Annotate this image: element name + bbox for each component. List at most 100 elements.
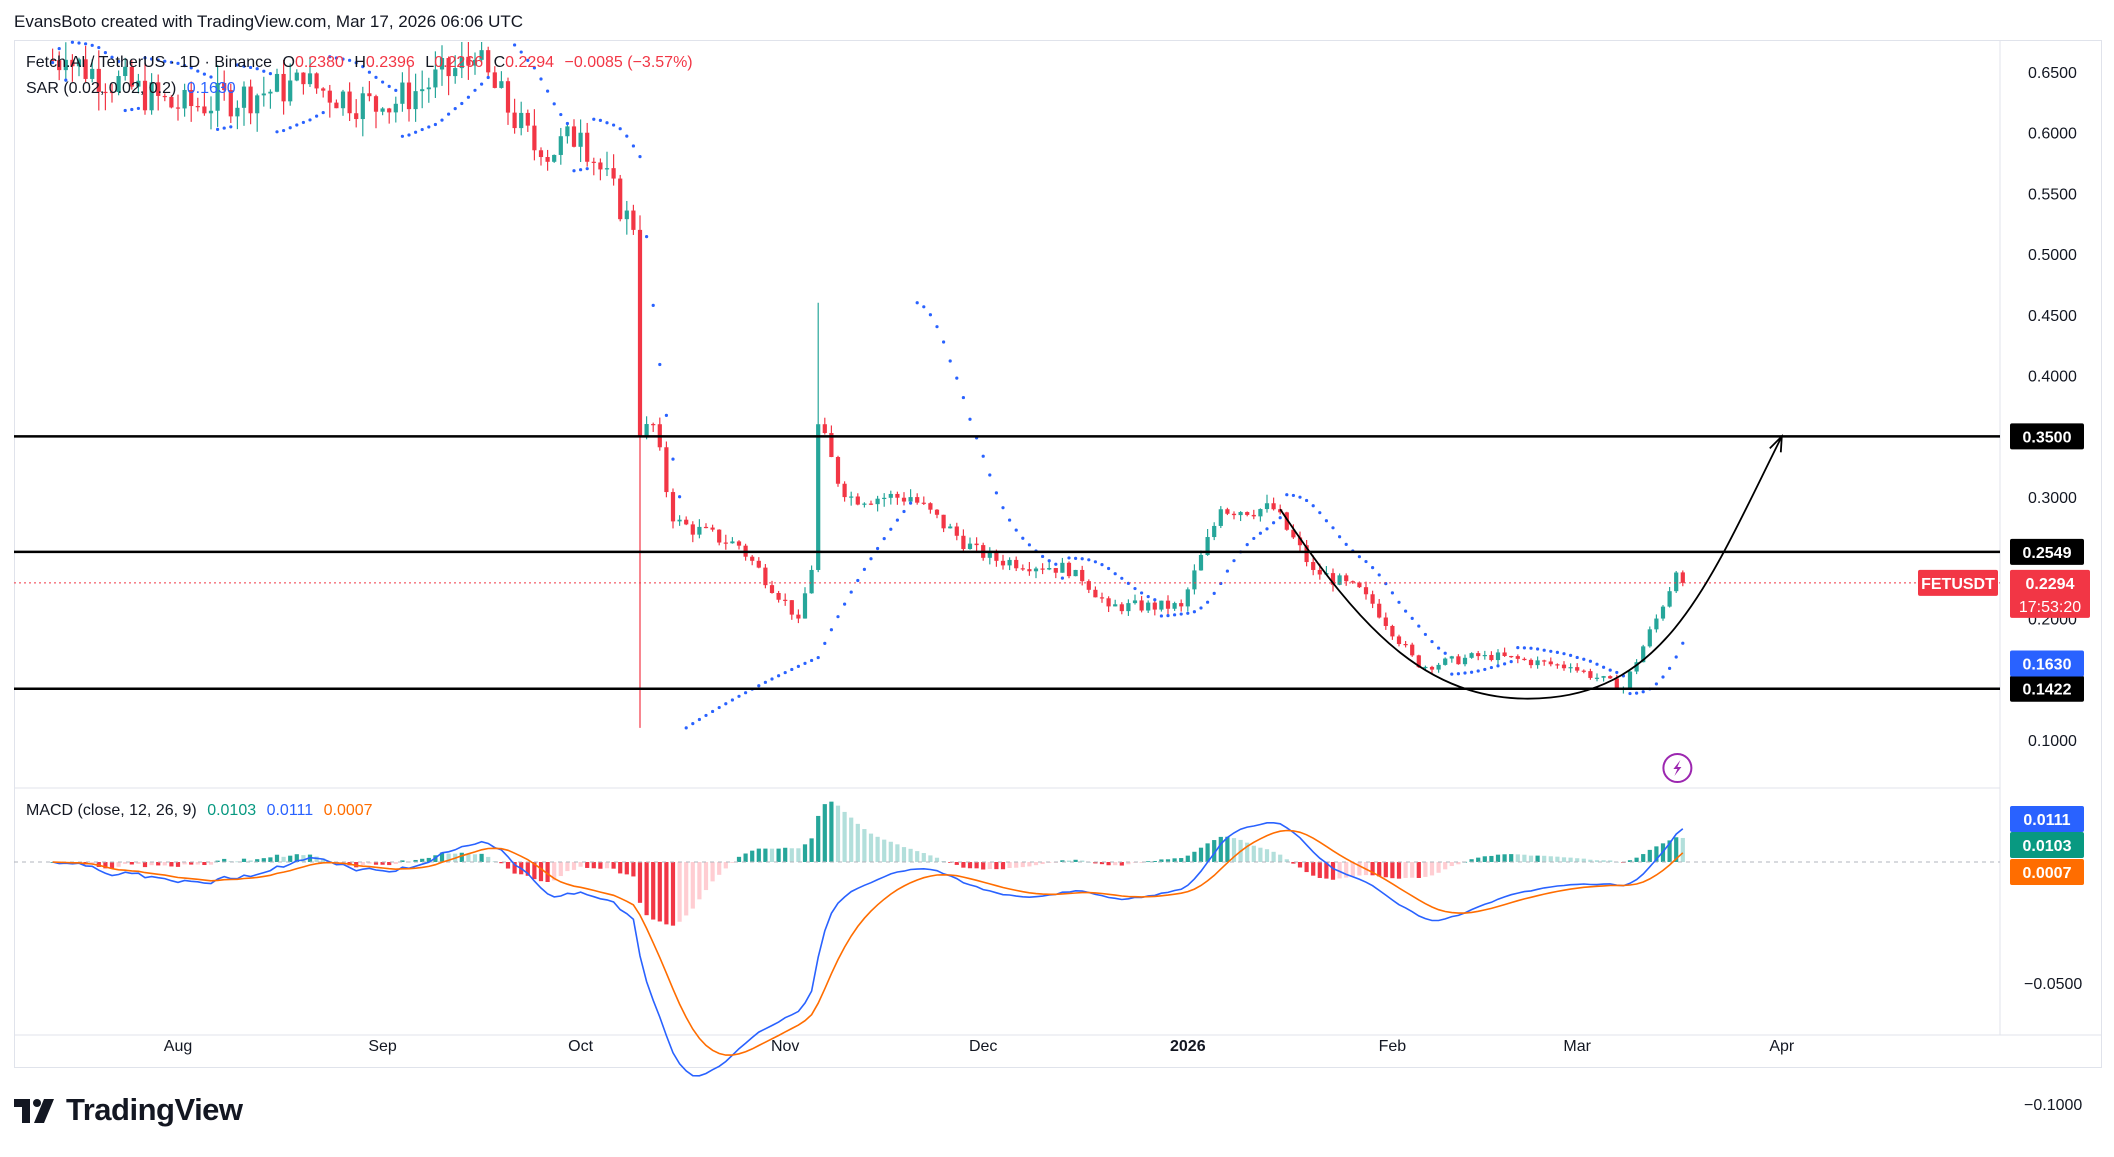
candle-body — [1020, 568, 1025, 570]
candle-body — [545, 157, 550, 162]
sar-dot — [1074, 556, 1078, 560]
macd-hist-bar — [849, 817, 854, 862]
candle-body — [1344, 575, 1349, 582]
macd-hist-bar — [208, 862, 214, 865]
macd-hist-bar — [545, 862, 550, 883]
macd-value-label: 0.0103 — [2023, 838, 2072, 855]
candle-body — [1060, 562, 1065, 573]
macd-hist-bar — [618, 862, 623, 874]
sar-dot — [1080, 557, 1084, 561]
macd-hist-bar — [1159, 859, 1164, 862]
sar-dot — [202, 72, 206, 76]
candle-body — [1634, 662, 1639, 672]
chart-frame[interactable] — [14, 40, 2102, 1068]
candle-body — [1225, 509, 1230, 514]
macd-hist-bar — [1674, 837, 1679, 862]
sar-dot — [1285, 493, 1289, 497]
sar-dot — [321, 110, 325, 115]
candle-body — [1528, 659, 1534, 666]
legend-symbol[interactable]: Fetch.AI / TetherUS · 1D · Binance — [26, 54, 273, 71]
sar-dot — [532, 66, 537, 70]
candle-body — [1014, 559, 1019, 569]
candle-body — [169, 96, 174, 108]
candle-body — [189, 89, 194, 107]
candle-body — [1165, 600, 1171, 609]
sar-dot — [1120, 576, 1124, 580]
macd-hist-bar — [888, 841, 893, 862]
candle-body — [109, 91, 115, 94]
sar-dot — [823, 641, 827, 645]
sar-dot — [1575, 655, 1579, 660]
candle-body — [750, 556, 755, 561]
sar-dot — [909, 501, 913, 505]
sar-dot — [1608, 668, 1612, 672]
macd-hist-bar — [677, 862, 682, 922]
macd-hist-bar — [611, 862, 616, 869]
sar-dot — [1582, 657, 1586, 661]
candle-body — [235, 107, 240, 117]
macd-hist-bar — [281, 856, 286, 862]
time-tick-label: Apr — [1769, 1038, 1795, 1055]
sar-dot — [724, 702, 728, 706]
candle-body — [116, 76, 121, 93]
macd-hist-bar — [1495, 854, 1501, 862]
macd-hist-bar — [1297, 862, 1303, 868]
macd-hist-bar — [1509, 854, 1514, 862]
candle-body — [367, 93, 372, 97]
time-tick-label: Nov — [771, 1038, 799, 1055]
macd-hist-bar — [604, 862, 610, 869]
sar-dot — [849, 590, 853, 594]
candle-body — [281, 73, 286, 102]
sar-dot — [216, 127, 220, 131]
countdown-label: 17:53:20 — [2019, 599, 2081, 616]
macd-hist-bar — [816, 815, 821, 862]
macd-hist-bar — [1218, 836, 1223, 862]
sar-dot — [480, 82, 484, 86]
macd-hist-bar — [1000, 862, 1006, 870]
macd-hist-bar — [413, 859, 418, 862]
last-price-tag — [2010, 569, 2090, 618]
macd-hist-bar — [373, 862, 379, 865]
tradingview-logo[interactable]: TradingView — [14, 1092, 243, 1128]
macd-hist-bar — [835, 805, 841, 862]
macd-hist-bar — [1073, 859, 1078, 862]
candle-body — [1667, 591, 1672, 607]
sar-dot — [400, 134, 404, 138]
sar-dot — [169, 60, 173, 64]
macd-legend[interactable]: MACD (close, 12, 26, 9) 0.0103 0.0111 0.… — [26, 802, 379, 820]
macd-hist-bar — [855, 823, 860, 862]
sar-dot — [810, 658, 814, 663]
candle-body — [802, 593, 808, 619]
sar-dot — [1146, 595, 1150, 599]
candle-body — [136, 80, 141, 87]
macd-hist-bar — [1680, 837, 1685, 862]
candle-body — [202, 106, 207, 114]
candle-body — [1159, 600, 1164, 610]
candle-body — [1113, 604, 1118, 607]
candle-body — [1476, 653, 1481, 657]
macd-hist-bar — [255, 859, 260, 862]
candle-body — [783, 599, 788, 601]
candle-body — [690, 524, 695, 535]
macd-hist-bar — [116, 862, 121, 867]
sar-dot — [889, 527, 893, 531]
candle-body — [954, 526, 959, 536]
macd-hist-bar — [1231, 838, 1237, 862]
macd-hist-bar — [1205, 843, 1210, 862]
candle-body — [1436, 664, 1441, 670]
macd-hist-bar — [136, 862, 141, 864]
sar-dot — [684, 726, 688, 730]
sar-dot — [130, 107, 134, 112]
sar-dot — [222, 126, 226, 130]
sar-dot — [414, 130, 418, 134]
macd-hist-bar — [268, 857, 273, 862]
sar-legend[interactable]: SAR (0.02, 0.02, 0.2) 0.1630 — [26, 80, 242, 98]
macd-hist-bar — [1179, 858, 1184, 862]
sar-dot — [862, 567, 867, 571]
sar-dot — [1008, 518, 1012, 522]
candle-body — [1350, 581, 1355, 583]
sar-price-label: 0.1630 — [2023, 656, 2072, 673]
sar-dot — [1562, 652, 1566, 656]
sar-dot — [1192, 610, 1196, 614]
